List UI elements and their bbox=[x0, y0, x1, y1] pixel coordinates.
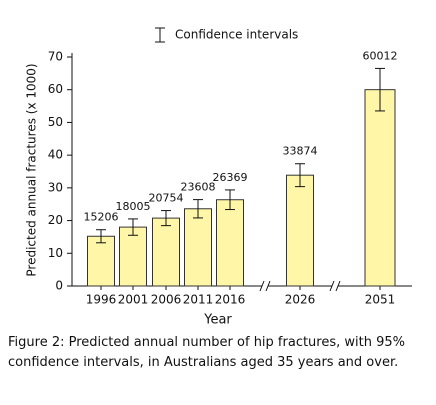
legend-label: Confidence intervals bbox=[175, 28, 298, 42]
y-tick-label: 30 bbox=[48, 180, 63, 194]
data-label: 26369 bbox=[213, 171, 248, 184]
y-tick-label: 50 bbox=[48, 115, 63, 129]
x-axis-label: Year bbox=[203, 313, 232, 328]
data-label: 18005 bbox=[116, 200, 151, 213]
chart: Confidence intervals Year Predicted annu… bbox=[25, 27, 412, 328]
bar bbox=[184, 208, 212, 287]
x-tick-label: 2051 bbox=[365, 293, 396, 307]
axis-break bbox=[332, 281, 338, 291]
bar bbox=[87, 235, 115, 287]
x-tick-label: 2011 bbox=[183, 293, 214, 307]
bar bbox=[152, 217, 180, 287]
y-tick-label: 0 bbox=[55, 279, 63, 293]
data-label: 15206 bbox=[84, 211, 119, 224]
x-tick-label: 2006 bbox=[151, 293, 182, 307]
data-label: 60012 bbox=[363, 49, 398, 62]
bar bbox=[119, 226, 147, 287]
y-tick-label: 10 bbox=[48, 246, 63, 260]
bar bbox=[286, 174, 314, 287]
axis-break bbox=[265, 280, 271, 292]
x-tick-label: 2026 bbox=[285, 293, 316, 307]
y-tick-label: 20 bbox=[48, 213, 63, 227]
axis-break bbox=[329, 280, 335, 292]
y-tick-label: 40 bbox=[48, 148, 63, 162]
axis-break bbox=[259, 280, 265, 292]
y-tick-label: 70 bbox=[48, 50, 63, 64]
axis-break bbox=[262, 281, 268, 291]
x-tick-label: 1996 bbox=[86, 293, 117, 307]
data-label: 23608 bbox=[181, 181, 216, 194]
bar bbox=[216, 199, 244, 287]
bar bbox=[364, 89, 396, 287]
data-label: 20754 bbox=[149, 192, 184, 205]
caption: Figure 2: Predicted annual number of hip… bbox=[8, 335, 406, 370]
x-tick-label: 2016 bbox=[215, 293, 246, 307]
data-label: 33874 bbox=[283, 145, 318, 158]
y-tick-label: 60 bbox=[48, 82, 63, 96]
x-tick-label: 2001 bbox=[118, 293, 149, 307]
axis-break bbox=[335, 280, 341, 292]
y-axis-label: Predicted annual fractures (x 1000) bbox=[25, 63, 39, 276]
